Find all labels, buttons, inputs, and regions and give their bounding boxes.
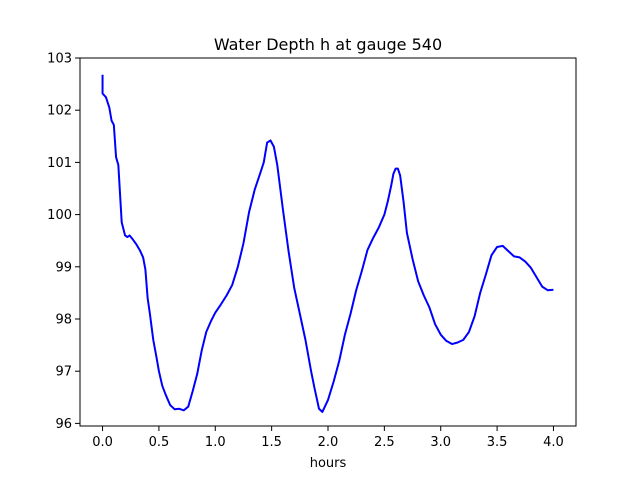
series-line-0 <box>101 74 554 413</box>
y-tick-label: 101 <box>47 156 72 171</box>
x-tick-label: 3.0 <box>430 435 451 450</box>
plot-area: 0.0 0.5 1.0 1.5 2.0 2.5 3.0 3.5 4.0 96 97 98 99 100 10… <box>47 52 577 450</box>
y-tick-label: 99 <box>55 260 72 275</box>
x-tick-label: 3.5 <box>487 435 508 450</box>
chart-title: Water Depth h at gauge 540 <box>214 35 442 54</box>
y-tick-label: 97 <box>55 365 72 380</box>
y-tick-label: 103 <box>47 52 72 67</box>
x-tick-label: 1.0 <box>205 435 226 450</box>
x-tick-label: 2.5 <box>374 435 395 450</box>
y-tick-label: 102 <box>47 104 72 119</box>
y-tick-label: 96 <box>55 417 72 432</box>
y-tick-label: 100 <box>47 208 72 223</box>
x-tick-label: 2.0 <box>318 435 339 450</box>
y-tick-label: 98 <box>55 312 72 327</box>
x-tick-label: 1.5 <box>261 435 282 450</box>
x-tick-label: 4.0 <box>543 435 564 450</box>
x-tick-label: 0.5 <box>149 435 170 450</box>
x-axis-title: hours <box>310 456 347 471</box>
x-tick-label: 0.0 <box>92 435 113 450</box>
